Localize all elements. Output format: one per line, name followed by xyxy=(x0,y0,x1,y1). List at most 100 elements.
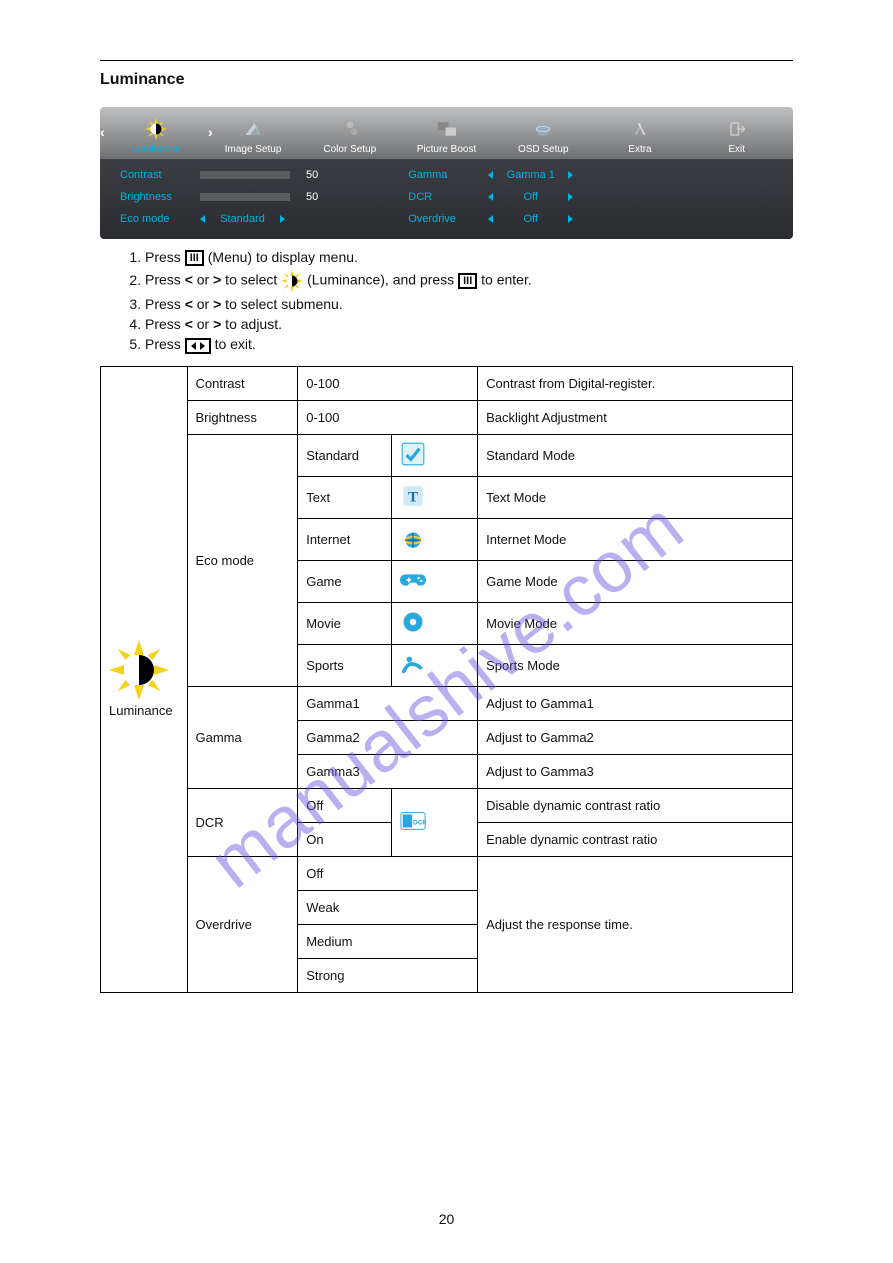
picture-boost-icon xyxy=(438,122,456,136)
item-cell: Gamma xyxy=(187,686,298,788)
right-arrow-icon xyxy=(568,193,573,201)
mode-name-cell: Strong xyxy=(298,958,478,992)
header-rule xyxy=(100,60,793,61)
instruction-list: Press III (Menu) to display menu. Press … xyxy=(125,249,793,354)
page-number: 20 xyxy=(0,1211,893,1227)
category-cell: Luminance xyxy=(101,366,188,992)
dcr-icon: DCR xyxy=(400,808,426,834)
right-arrow-icon xyxy=(568,171,573,179)
osd-row-dcr: DCR Off xyxy=(408,191,573,203)
osd-tab-exit: Exit xyxy=(688,114,785,159)
right-arrow-icon xyxy=(568,215,573,223)
desc-cell: Text Mode xyxy=(478,476,793,518)
mode-icon-cell: DCR xyxy=(391,788,478,856)
extra-icon xyxy=(631,120,649,138)
mode-icon-cell xyxy=(391,560,478,602)
mode-name-cell: Movie xyxy=(298,602,391,644)
mode-name-cell: Medium xyxy=(298,924,478,958)
range-cell: 0-100 xyxy=(298,400,478,434)
desc-cell: Adjust to Gamma3 xyxy=(478,754,793,788)
left-arrow-icon xyxy=(200,215,205,223)
menu-button-icon: III xyxy=(185,250,204,266)
mode-name-cell: Gamma3 xyxy=(298,754,478,788)
mode-icon-cell xyxy=(391,518,478,560)
item-cell: Overdrive xyxy=(187,856,298,992)
table-row: Luminance Contrast 0-100 Contrast from D… xyxy=(101,366,793,400)
mode-name-cell: Game xyxy=(298,560,391,602)
mode-name-cell: Gamma2 xyxy=(298,720,478,754)
mode-name-cell: Off xyxy=(298,856,478,890)
osd-row-overdrive: Overdrive Off xyxy=(408,213,573,225)
right-arrow-icon xyxy=(280,215,285,223)
exit-icon xyxy=(728,120,746,138)
osd-menu-screenshot: ‹ Luminance › Image Setup Color Setup Pi… xyxy=(100,107,793,239)
mode-name-cell: Weak xyxy=(298,890,478,924)
instruction-5: Press to exit. xyxy=(145,336,793,353)
osd-body: Contrast 50 Brightness 50 Eco mode Stand… xyxy=(100,159,793,239)
mode-name-cell: Sports xyxy=(298,644,391,686)
text-icon: T xyxy=(400,483,426,509)
table-row: Overdrive Off Adjust the response time. xyxy=(101,856,793,890)
osd-row-brightness: Brightness 50 xyxy=(120,191,318,203)
item-cell: Brightness xyxy=(187,400,298,434)
desc-cell: Enable dynamic contrast ratio xyxy=(478,822,793,856)
mode-name-cell: On xyxy=(298,822,391,856)
osd-setup-icon xyxy=(533,119,553,139)
desc-cell: Adjust the response time. xyxy=(478,856,793,992)
color-setup-icon xyxy=(340,120,360,138)
mode-icon-cell xyxy=(391,644,478,686)
desc-cell: Movie Mode xyxy=(478,602,793,644)
table-row: Eco mode Standard Standard Mode xyxy=(101,434,793,476)
left-arrow-icon xyxy=(488,215,493,223)
desc-cell: Adjust to Gamma1 xyxy=(478,686,793,720)
osd-row-contrast: Contrast 50 xyxy=(120,169,318,181)
left-arrow-icon xyxy=(488,193,493,201)
mode-name-cell: Text xyxy=(298,476,391,518)
osd-tab-picture-boost: Picture Boost xyxy=(398,114,495,159)
desc-cell: Adjust to Gamma2 xyxy=(478,720,793,754)
desc-cell: Backlight Adjustment xyxy=(478,400,793,434)
osd-tab-image-setup: Image Setup xyxy=(205,114,302,159)
item-cell: Contrast xyxy=(187,366,298,400)
instruction-1: Press III (Menu) to display menu. xyxy=(145,249,793,266)
desc-cell: Internet Mode xyxy=(478,518,793,560)
osd-tab-extra: Extra xyxy=(592,114,689,159)
desc-cell: Sports Mode xyxy=(478,644,793,686)
mode-icon-cell xyxy=(391,434,478,476)
mode-icon-cell: T xyxy=(391,476,478,518)
range-cell: 0-100 xyxy=(298,366,478,400)
desc-cell: Standard Mode xyxy=(478,434,793,476)
table-row: Brightness 0-100 Backlight Adjustment xyxy=(101,400,793,434)
mode-icon-cell xyxy=(391,602,478,644)
menu-button-icon: III xyxy=(458,273,477,289)
instruction-2: Press < or > to select (Luminance), and … xyxy=(145,270,793,292)
desc-cell: Game Mode xyxy=(478,560,793,602)
item-cell: DCR xyxy=(187,788,298,856)
mode-name-cell: Off xyxy=(298,788,391,822)
standard-icon xyxy=(400,441,426,467)
mode-name-cell: Internet xyxy=(298,518,391,560)
image-setup-icon xyxy=(244,120,262,138)
osd-prev-arrow: ‹ xyxy=(100,124,105,140)
osd-row-ecomode: Eco mode Standard xyxy=(120,213,318,225)
luminance-icon xyxy=(145,118,167,140)
auto-button-icon xyxy=(185,338,211,354)
instruction-3: Press < or > to select submenu. xyxy=(145,296,793,312)
section-title: Luminance xyxy=(100,71,793,89)
movie-icon xyxy=(400,609,426,635)
osd-tab-color-setup: Color Setup xyxy=(301,114,398,159)
instruction-4: Press < or > to adjust. xyxy=(145,316,793,332)
luminance-table: Luminance Contrast 0-100 Contrast from D… xyxy=(100,366,793,993)
mode-name-cell: Standard xyxy=(298,434,391,476)
luminance-icon xyxy=(109,640,169,700)
osd-row-gamma: Gamma Gamma 1 xyxy=(408,169,573,181)
osd-tab-luminance: ‹ Luminance › xyxy=(108,114,205,159)
desc-cell: Contrast from Digital-register. xyxy=(478,366,793,400)
sports-icon xyxy=(400,651,426,677)
left-arrow-icon xyxy=(488,171,493,179)
mode-name-cell: Gamma1 xyxy=(298,686,478,720)
svg-text:T: T xyxy=(408,488,418,505)
table-row: Gamma Gamma1 Adjust to Gamma1 xyxy=(101,686,793,720)
svg-text:DCR: DCR xyxy=(413,819,426,826)
table-row: DCR Off DCR Disable dynamic contrast rat… xyxy=(101,788,793,822)
